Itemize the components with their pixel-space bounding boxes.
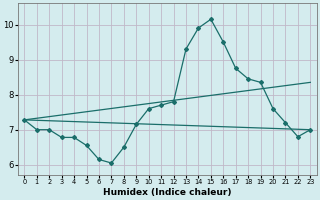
X-axis label: Humidex (Indice chaleur): Humidex (Indice chaleur): [103, 188, 232, 197]
